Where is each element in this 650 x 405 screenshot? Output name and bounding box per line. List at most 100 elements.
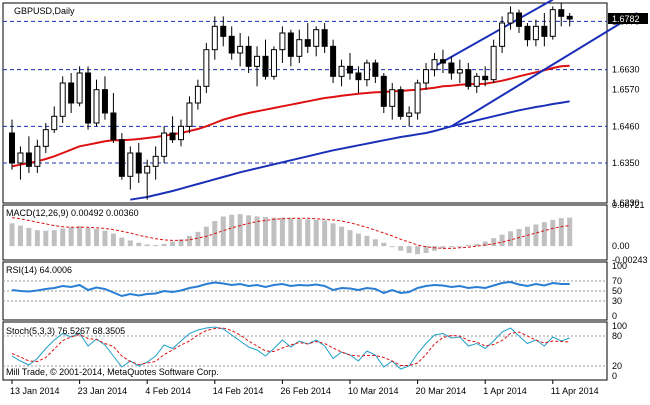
candle-body <box>161 132 168 157</box>
macd-histogram-bar <box>330 223 336 247</box>
macd-histogram-bar <box>229 214 235 247</box>
channel-line-1 <box>434 0 554 68</box>
macd-histogram-bar <box>153 244 159 247</box>
macd-tick-label: -0.00243 <box>612 255 648 265</box>
macd-histogram-bar <box>34 230 40 247</box>
copyright-footer: Mill Trade, © 2001-2014, MetaQuotes Soft… <box>6 367 219 377</box>
macd-histogram-bar <box>389 246 395 248</box>
macd-histogram-bar <box>322 220 328 247</box>
macd-histogram-bar <box>263 217 268 247</box>
candle-body <box>296 39 303 57</box>
candle-body <box>347 65 353 74</box>
macd-histogram-bar <box>296 218 302 247</box>
rsi-tick-label: 30 <box>612 296 622 306</box>
channel-line-0 <box>450 12 638 128</box>
current-price-tag <box>608 13 648 24</box>
candle-body <box>516 12 522 27</box>
candle-body <box>25 152 32 167</box>
candle-body <box>507 12 514 24</box>
candle-body <box>499 22 506 47</box>
candle-body <box>406 112 413 117</box>
rsi-tick-label: 0 <box>612 311 617 321</box>
macd-histogram-bar <box>381 242 387 247</box>
candle-body <box>549 9 556 37</box>
candle-body <box>321 29 328 47</box>
stoch-signal-line <box>11 327 570 366</box>
rsi-line <box>11 280 570 298</box>
candle-body <box>203 49 210 87</box>
candle-body <box>524 25 531 41</box>
macd-histogram-bar <box>85 227 91 247</box>
macd-frame <box>2 204 608 261</box>
candle-body <box>287 32 294 57</box>
candle-body <box>363 62 370 81</box>
candle-body <box>220 25 227 37</box>
macd-histogram-bar <box>279 217 285 247</box>
candle-body <box>127 152 134 177</box>
macd-histogram-bar <box>415 246 421 255</box>
price-tick-label: 1.6630 <box>612 65 640 75</box>
macd-histogram-bar <box>178 239 184 247</box>
candle-body <box>279 32 286 51</box>
macd-tick-label: 0.00 <box>612 241 630 251</box>
time-tick-label: 14 Feb 2014 <box>213 386 264 396</box>
candle-body <box>313 29 320 47</box>
macd-histogram-bar <box>186 235 192 247</box>
macd-histogram-bar <box>161 243 167 247</box>
candle-body <box>17 152 24 164</box>
chart-title: GBPUSD,Daily <box>14 6 75 16</box>
candle-body <box>532 25 539 41</box>
candle-body <box>465 69 472 87</box>
macd-histogram-bar <box>482 241 488 247</box>
macd-histogram-bar <box>457 246 463 248</box>
candle-body <box>541 25 548 37</box>
candle-body <box>397 89 404 117</box>
macd-histogram-bar <box>398 246 404 251</box>
macd-histogram-bar <box>254 216 260 247</box>
price-tick-label: 1.6350 <box>612 158 640 168</box>
candle-body <box>237 45 244 54</box>
time-tick-label: 10 Mar 2014 <box>348 386 399 396</box>
price-tick-label: 1.6460 <box>612 121 640 131</box>
candle-body <box>135 152 142 174</box>
macd-histogram-bar <box>347 230 353 247</box>
macd-histogram-bar <box>195 231 201 247</box>
rsi-tick-label: 100 <box>612 261 627 271</box>
candle-body <box>482 75 489 81</box>
time-tick-label: 1 Apr 2014 <box>483 386 527 396</box>
candle-body <box>152 155 159 167</box>
macd-histogram-bar <box>372 239 378 247</box>
candle-body <box>380 75 387 107</box>
candle-body <box>9 132 15 164</box>
candle-body <box>448 62 455 74</box>
candle-body <box>228 35 235 54</box>
macd-histogram-bar <box>339 226 345 247</box>
candle-body <box>34 145 41 167</box>
price-frame <box>2 2 608 204</box>
candle-body <box>76 72 83 104</box>
candle-body <box>245 45 252 67</box>
macd-label: MACD(12,26,9) 0.00492 0.00360 <box>6 208 139 218</box>
candle-body <box>558 9 565 17</box>
candle-body <box>110 112 117 141</box>
candle-body <box>194 85 201 104</box>
candle-body <box>118 139 125 177</box>
macd-histogram-bar <box>432 246 437 251</box>
candle-body <box>473 75 480 87</box>
candle-body <box>59 82 66 117</box>
macd-histogram-bar <box>68 227 74 247</box>
candle-body <box>372 62 379 77</box>
macd-tick-label: 0.00721 <box>612 200 645 210</box>
time-axis: 13 Jan 2014 23 Jan 2014 4 Feb 2014 14 Feb 2… <box>10 380 599 396</box>
macd-histogram-bar <box>144 244 150 247</box>
macd-histogram-bar <box>26 227 32 247</box>
macd-histogram-bar <box>508 231 514 247</box>
macd-histogram-bar <box>355 233 361 247</box>
time-tick-label: 26 Feb 2014 <box>280 386 331 396</box>
macd-histogram-bar <box>465 244 471 247</box>
macd-histogram-bar <box>220 216 226 247</box>
candle-body <box>254 55 261 67</box>
